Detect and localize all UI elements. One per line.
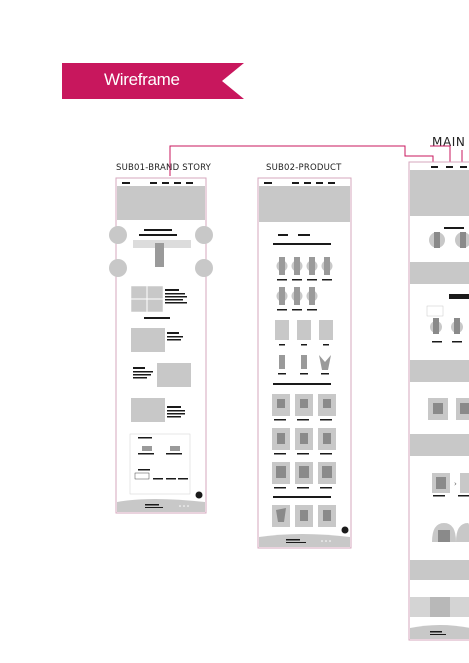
main-frame: › [408, 161, 469, 641]
wireframe-banner [62, 63, 244, 99]
sub01-label: SUB01-BRAND STORY [116, 163, 212, 173]
sub01-frame [109, 177, 213, 514]
sub02-label: SUB02-PRODUCT [266, 163, 342, 173]
svg-text:›: › [454, 480, 457, 488]
sub02-frame [257, 177, 352, 549]
nav-connector-lines [169, 145, 463, 176]
banner-title: Wireframe [104, 70, 180, 89]
